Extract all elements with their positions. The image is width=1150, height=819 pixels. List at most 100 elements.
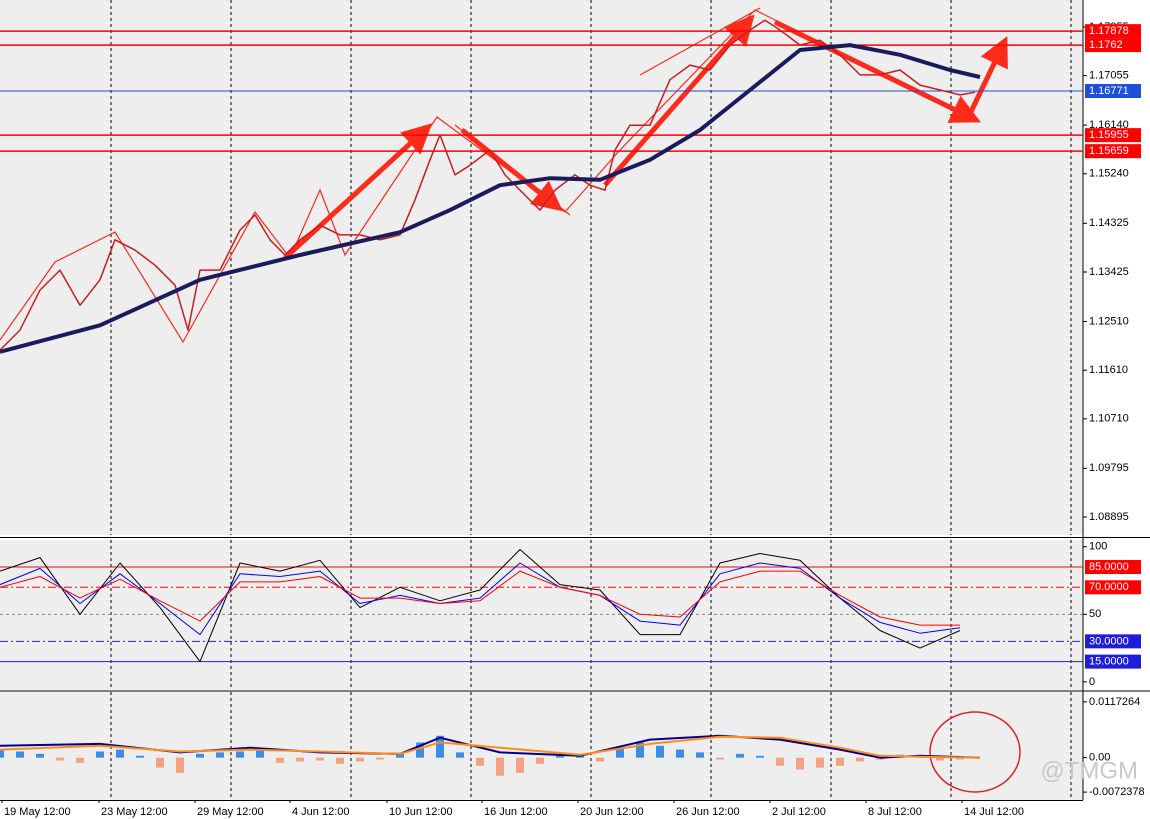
level-label-box [1085,560,1141,575]
y-tick-label: 1.12510 [1089,315,1129,327]
histogram-bar [216,752,224,758]
series-line [0,19,976,351]
level-label-box [1085,24,1141,39]
level-label-box [1085,634,1141,649]
level-label-box [1085,128,1141,143]
x-tick-label: 23 May 12:00 [101,806,168,818]
series-line [0,735,981,759]
histogram-bar [936,757,944,761]
histogram-bar [856,757,864,762]
histogram-bar [256,749,264,758]
histogram-bar [296,757,304,762]
histogram-bar [536,757,544,764]
y-tick-label: 100 [1089,541,1107,553]
histogram-bar [316,757,324,761]
y-tick-label: 1.16140 [1089,119,1129,131]
histogram-bar [596,757,604,762]
level-label: 85.0000 [1089,561,1129,573]
histogram-bar [956,757,964,760]
y-tick-label: 1.09795 [1089,462,1129,474]
histogram-bar [0,749,4,758]
histogram-bar [556,754,564,758]
level-label: 30.0000 [1089,635,1129,647]
x-tick-label: 16 Jun 12:00 [484,806,548,818]
level-label: 1.15659 [1089,145,1129,157]
histogram-bar [476,757,484,766]
level-label-box [1085,654,1141,669]
histogram-bar [96,751,104,758]
y-tick-label: 0.00 [1089,752,1110,764]
x-tick-label: 2 Jul 12:00 [772,806,826,818]
y-tick-label: 1.10710 [1089,413,1129,425]
level-label: 15.0000 [1089,656,1129,668]
level-label-box [1085,84,1141,99]
histogram-bar [116,749,124,758]
series-line [0,562,961,636]
histogram-bar [36,753,44,758]
level-label-box [1085,580,1141,595]
y-tick-label: 0 [1089,676,1095,688]
histogram-bar [636,742,644,758]
histogram-bar [816,757,824,768]
histogram-bar [176,757,184,773]
x-tick-label: 29 May 12:00 [197,806,264,818]
level-label: 1.16771 [1089,85,1129,97]
x-tick-label: 20 Jun 12:00 [580,806,644,818]
y-tick-label: 1.13425 [1089,266,1129,278]
y-tick-label: 1.15240 [1089,168,1129,180]
level-label: 70.0000 [1089,581,1129,593]
series-line [0,43,981,354]
histogram-bar [356,757,364,762]
histogram-bar [436,735,444,758]
histogram-bar [456,752,464,758]
histogram-bar [376,757,384,760]
series-line [0,549,961,663]
level-label: 1.17878 [1089,25,1129,37]
histogram-bar [56,757,64,761]
histogram-bar [836,757,844,766]
y-tick-label: 1.14325 [1089,217,1129,229]
x-tick-label: 26 Jun 12:00 [676,806,740,818]
histogram-bar [416,742,424,758]
histogram-bar [756,755,764,758]
level-label: 1.1762 [1089,39,1123,51]
level-label-box [1085,144,1141,159]
histogram-bar [656,745,664,758]
y-tick-label: 50 [1089,608,1101,620]
watermark: @TMGM [1040,757,1138,784]
x-tick-label: 4 Jun 12:00 [292,806,350,818]
histogram-bar [16,751,24,758]
oscillator-panel [0,540,1083,690]
histogram-bar [496,757,504,776]
histogram-bar [136,755,144,758]
y-tick-label: 0.0117264 [1089,696,1140,708]
macd-panel [0,692,1083,800]
x-tick-label: 14 Jul 12:00 [964,806,1024,818]
histogram-bar [76,757,84,763]
histogram-bar [276,757,284,763]
histogram-bar [676,749,684,758]
series-line [0,570,960,626]
histogram-bar [196,753,204,758]
x-tick-label: 10 Jun 12:00 [389,806,453,818]
histogram-bar [516,757,524,773]
histogram-bar [716,757,724,760]
histogram-bar [796,757,804,770]
x-tick-label: 19 May 12:00 [4,806,71,818]
level-label-box [1085,38,1141,53]
histogram-bar [236,751,244,758]
histogram-bar [696,752,704,758]
x-tick-label: 8 Jul 12:00 [868,806,922,818]
y-tick-label: 1.11610 [1089,364,1128,376]
highlight-circle [929,711,1021,793]
price-panel [0,0,1083,535]
histogram-bar [736,753,744,758]
y-tick-label: 1.17055 [1089,70,1129,82]
histogram-bar [776,757,784,766]
histogram-bar [336,757,344,764]
level-label: 1.15955 [1089,129,1129,141]
y-tick-label: 1.08895 [1089,511,1129,523]
histogram-bar [156,757,164,768]
y-tick-label: -0.0072378 [1089,786,1145,798]
